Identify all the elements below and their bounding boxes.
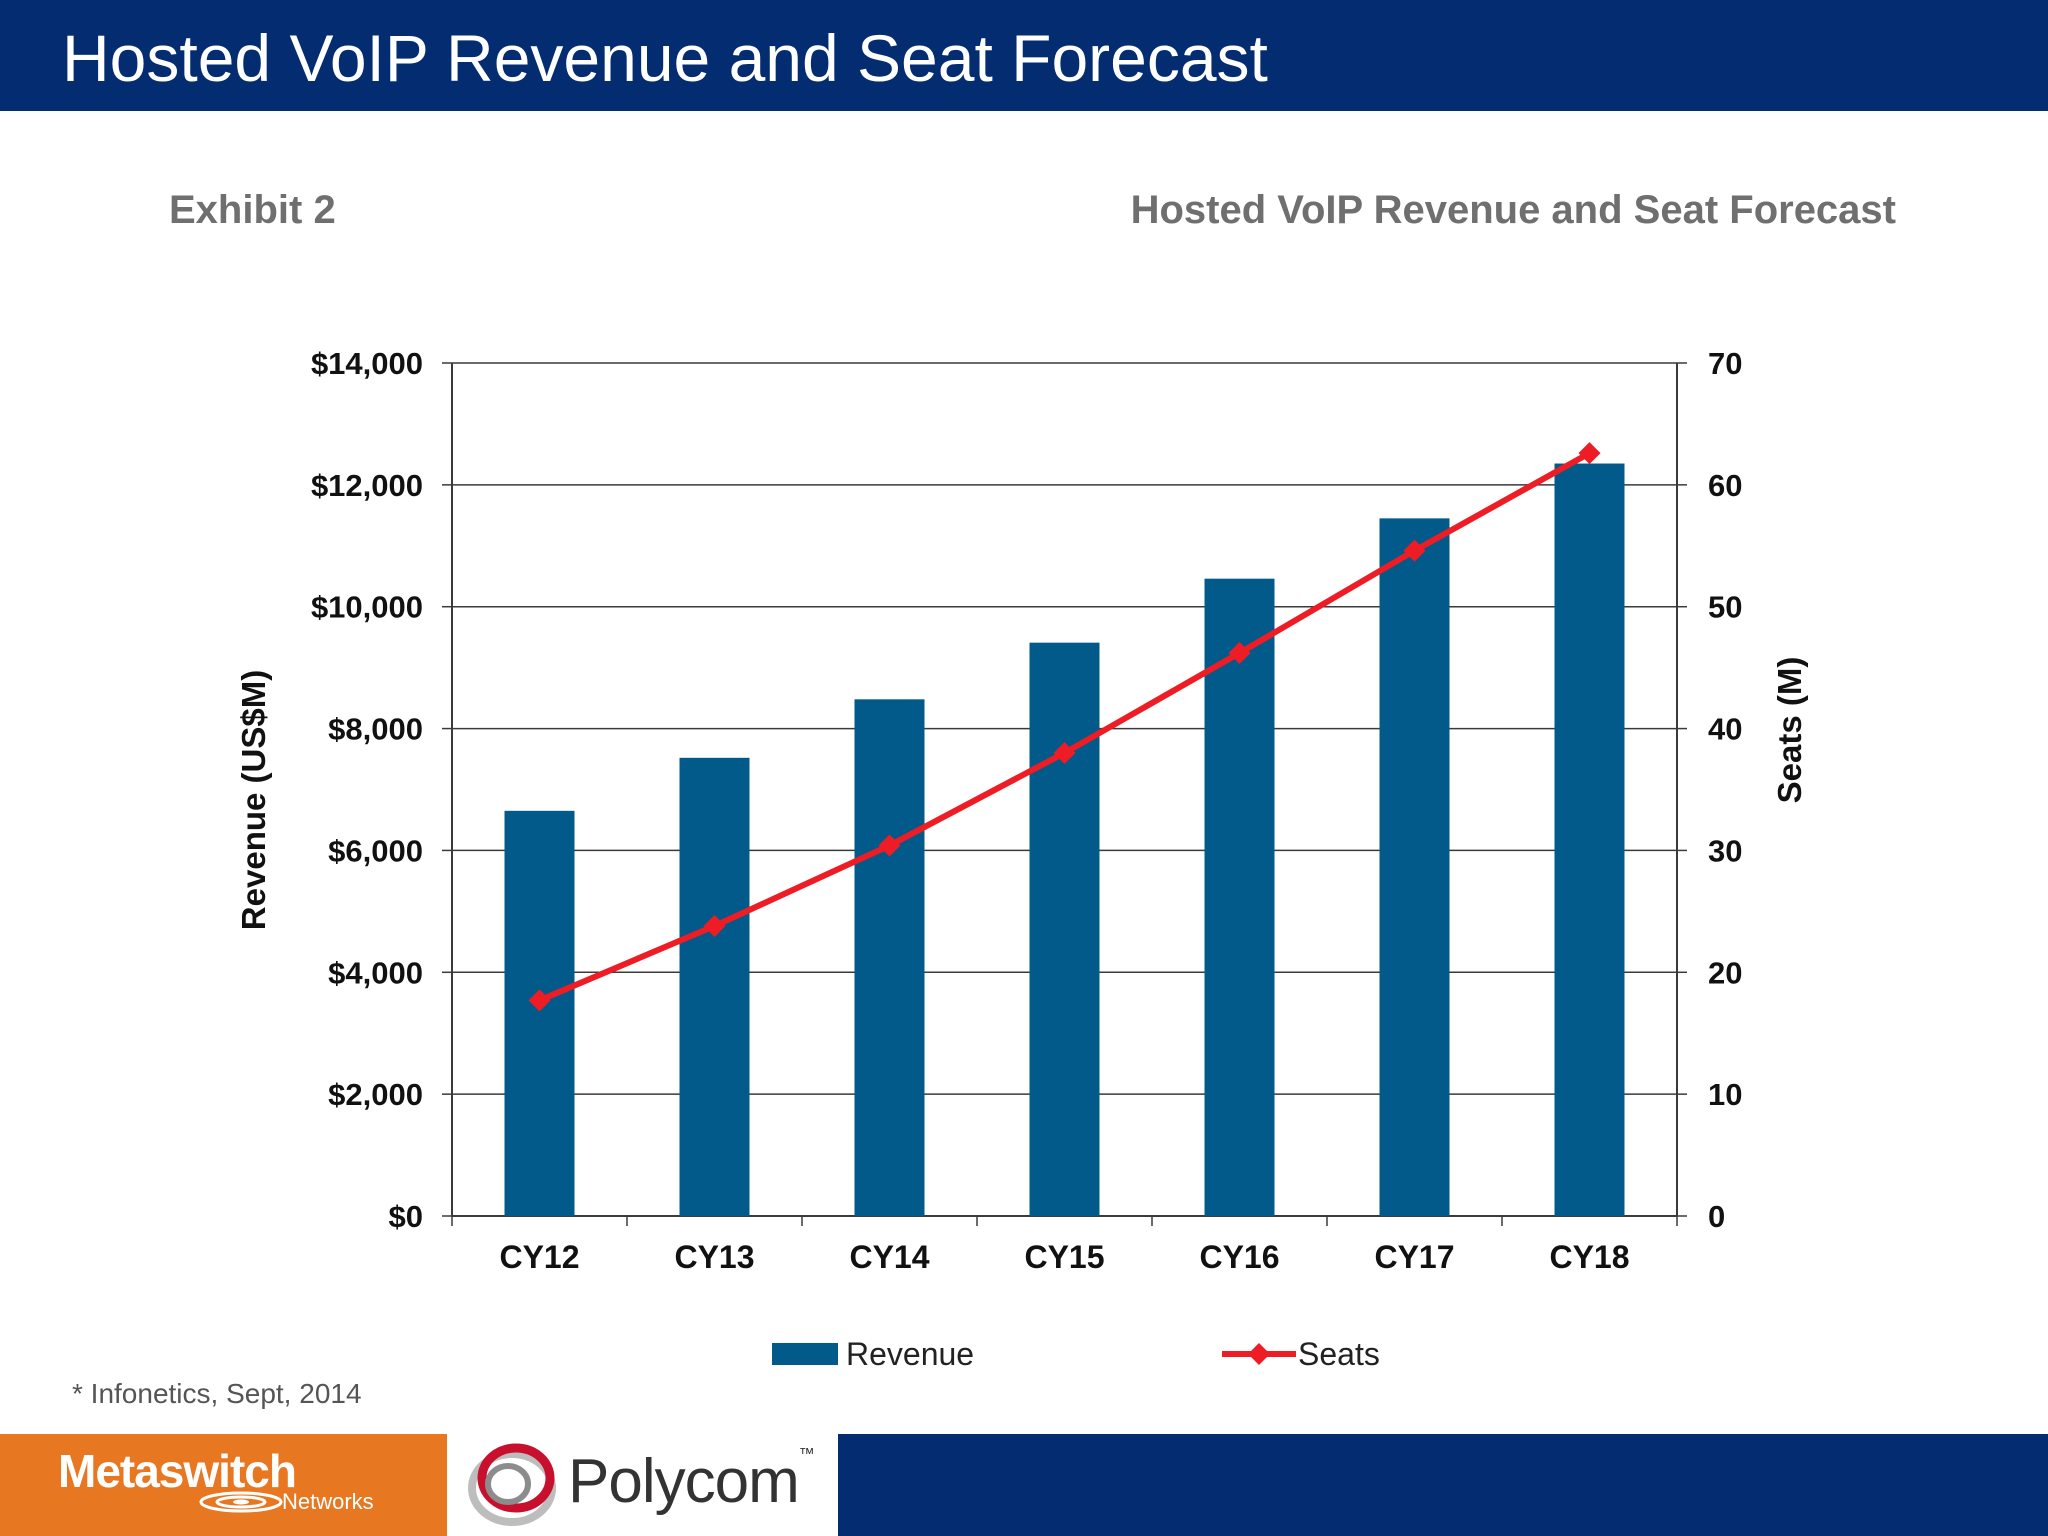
revenue-bar	[679, 757, 750, 1216]
source-note: * Infonetics, Sept, 2014	[72, 1378, 362, 1409]
legend-revenue-swatch	[772, 1343, 838, 1365]
x-tick-label: CY13	[674, 1239, 754, 1275]
y-tick-label: $14,000	[311, 346, 423, 381]
y-tick-label: $4,000	[328, 955, 423, 990]
seats-marker	[878, 834, 901, 857]
y-tick-label: $0	[389, 1199, 423, 1234]
y2-tick-label: 40	[1708, 712, 1742, 747]
y2-axis-title: Seats (M)	[1771, 657, 1808, 804]
seats-marker	[1053, 741, 1076, 764]
x-tick-label: CY12	[499, 1239, 579, 1275]
y-axis-title: Revenue (US$M)	[235, 670, 272, 930]
polycom-logo-icon	[468, 1443, 556, 1526]
revenue-bar	[1204, 578, 1275, 1216]
seats-marker	[1578, 442, 1601, 465]
seats-marker	[1403, 539, 1426, 562]
metaswitch-swoosh-icon	[199, 1491, 283, 1513]
polycom-wordmark: Polycom™	[568, 1446, 815, 1517]
metaswitch-logo	[0, 1434, 447, 1536]
polycom-name: Polycom	[568, 1447, 800, 1516]
legend-seats-label: Seats	[1298, 1336, 1380, 1372]
legend-revenue-label: Revenue	[846, 1336, 974, 1372]
metaswitch-wordmark: Metaswitch	[58, 1445, 297, 1497]
x-tick-label: CY14	[849, 1239, 929, 1275]
y-tick-label: $8,000	[328, 712, 423, 747]
slide-title: Hosted VoIP Revenue and Seat Forecast	[62, 21, 1268, 95]
y2-tick-label: 0	[1708, 1199, 1725, 1234]
y2-tick-label: 20	[1708, 955, 1742, 990]
y-tick-label: $6,000	[328, 833, 423, 868]
y-tick-label: $10,000	[311, 590, 423, 625]
x-tick-label: CY18	[1549, 1239, 1629, 1275]
x-tick-label: CY15	[1024, 1239, 1104, 1275]
revenue-bar	[1554, 463, 1625, 1217]
seats-marker	[528, 989, 551, 1012]
y-tick-label: $2,000	[328, 1077, 423, 1112]
polycom-tm: ™	[798, 1446, 815, 1463]
y2-tick-label: 60	[1708, 468, 1742, 503]
revenue-bar	[1379, 518, 1450, 1216]
y2-tick-label: 70	[1708, 346, 1742, 381]
footer-bar	[838, 1434, 2048, 1536]
revenue-bar	[504, 810, 575, 1216]
chart-heading: Hosted VoIP Revenue and Seat Forecast	[1130, 188, 1896, 232]
x-tick-label: CY17	[1374, 1239, 1454, 1275]
header-bar	[0, 0, 2048, 111]
y2-tick-label: 30	[1708, 833, 1742, 868]
revenue-seats-chart: $0 0 $2,000 10 $4,000 20 $6,000 30 $8,000 40 $10,0…	[235, 346, 1808, 1372]
seats-marker	[703, 914, 726, 937]
metaswitch-networks-label: Networks	[282, 1489, 374, 1514]
y2-tick-label: 50	[1708, 590, 1742, 625]
seats-marker	[1228, 642, 1251, 665]
revenue-bar	[1029, 642, 1100, 1216]
legend-seats-marker	[1248, 1343, 1270, 1365]
y-tick-label: $12,000	[311, 468, 423, 503]
x-tick-label: CY16	[1199, 1239, 1279, 1275]
revenue-bar	[854, 699, 925, 1216]
exhibit-label: Exhibit 2	[169, 188, 336, 232]
y2-tick-label: 10	[1708, 1077, 1742, 1112]
